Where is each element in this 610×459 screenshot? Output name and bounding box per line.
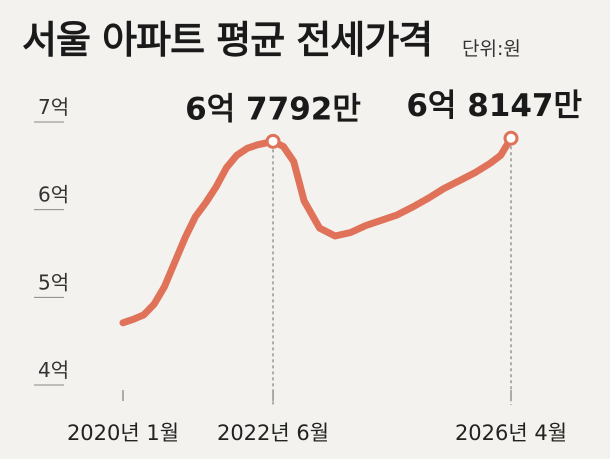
callout-marker	[265, 133, 281, 149]
x-tick-label: 2022년 6월	[217, 421, 329, 445]
y-tick-label: 5억	[38, 270, 69, 294]
series-layer	[119, 134, 515, 327]
x-tick-label: 2020년 1월	[67, 421, 179, 445]
y-tick-label: 6억	[38, 183, 69, 207]
unit-label: 단위:원	[462, 38, 521, 60]
guide-lines	[272, 146, 512, 405]
callout-marker	[503, 130, 519, 146]
chart-title: 서울 아파트 평균 전세가격	[22, 18, 433, 62]
series-line	[119, 134, 515, 327]
x-axis: 2020년 1월 2022년 6월 2026년 4월	[67, 390, 567, 445]
y-axis: 4억 5억 6억 7억	[34, 95, 69, 386]
marker-layer	[265, 130, 519, 149]
x-tick-label: 2026년 4월	[455, 421, 567, 445]
y-tick-label: 4억	[38, 358, 69, 382]
callout-layer: 6억 7792만 6억 8147만	[185, 88, 582, 127]
y-tick-label: 7억	[38, 95, 69, 119]
callout-label: 6억 8147만	[406, 88, 582, 124]
callout-label: 6억 7792만	[185, 91, 361, 127]
